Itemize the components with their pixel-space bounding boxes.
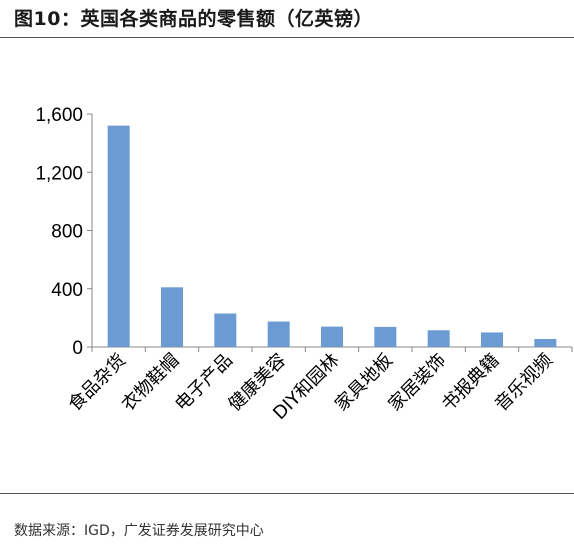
top-rule xyxy=(0,37,574,38)
bar xyxy=(374,326,397,347)
y-tick-label: 1,600 xyxy=(35,105,83,126)
bottom-rule xyxy=(0,493,574,494)
x-tick-label: 衣物鞋帽 xyxy=(118,350,184,416)
bar xyxy=(161,287,183,347)
chart-bars xyxy=(107,125,557,348)
bar xyxy=(107,125,130,348)
bar xyxy=(267,321,290,347)
figure-title: 图10：英国各类商品的零售额（亿英镑） xyxy=(14,8,373,30)
bar xyxy=(481,332,503,347)
bar xyxy=(214,313,237,347)
bar xyxy=(321,326,343,347)
y-tick-label: 1,200 xyxy=(35,163,83,184)
x-tick-label: 书报典籍 xyxy=(438,350,504,416)
x-tick-label: 食品杂货 xyxy=(64,350,130,416)
bar xyxy=(427,330,450,347)
x-tick-label: 音乐视频 xyxy=(491,350,557,416)
chart-axes xyxy=(87,113,573,352)
y-tick-label: 0 xyxy=(72,338,83,359)
y-tick-label: 800 xyxy=(51,222,83,243)
bar xyxy=(534,338,557,347)
x-tick-label: 家具地板 xyxy=(331,350,397,416)
x-tick-label: 家居装饰 xyxy=(384,350,450,416)
source-note: 数据来源：IGD，广发证券发展研究中心 xyxy=(14,523,264,539)
y-tick-label: 400 xyxy=(51,280,83,301)
x-tick-label: 电子产品 xyxy=(171,350,237,416)
